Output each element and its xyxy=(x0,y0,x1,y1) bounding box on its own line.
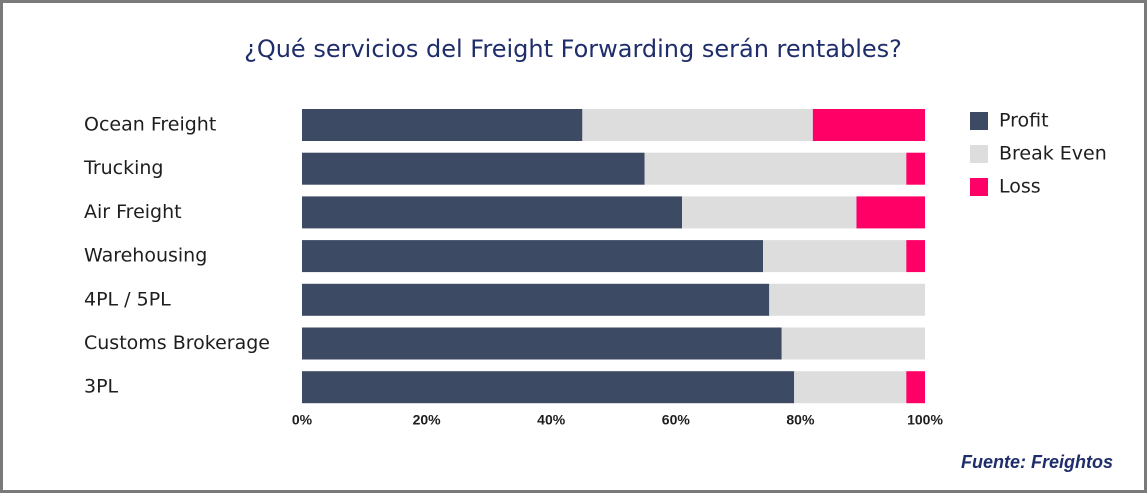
x-tick-label: 60% xyxy=(662,412,691,428)
bar-segment xyxy=(644,152,907,185)
x-tick-label: 0% xyxy=(292,412,313,428)
category-label: 3PL xyxy=(84,376,119,398)
bar-segment xyxy=(906,240,925,273)
legend-label: Profit xyxy=(999,110,1049,132)
bar-segment xyxy=(781,327,925,360)
x-tick-label: 20% xyxy=(413,412,442,428)
bar-segment xyxy=(682,196,857,229)
bar-segment xyxy=(582,109,813,141)
bar-segment xyxy=(856,196,925,229)
bar-segment xyxy=(302,152,645,185)
bar-segment xyxy=(906,371,925,404)
bar-segment xyxy=(302,196,683,229)
bar-segment xyxy=(763,240,907,273)
x-tick-label: 100% xyxy=(907,412,943,428)
category-label: Trucking xyxy=(83,157,164,179)
x-tick-label: 40% xyxy=(537,412,566,428)
bar-segment xyxy=(302,327,782,360)
bar-segment xyxy=(302,371,795,404)
legend-swatch xyxy=(970,145,988,163)
category-label: Air Freight xyxy=(84,201,182,223)
category-label: Customs Brokerage xyxy=(84,332,270,354)
bar-segment xyxy=(302,240,764,273)
bar-segment xyxy=(906,152,925,185)
legend-label: Break Even xyxy=(999,143,1107,165)
bar-segment xyxy=(812,109,925,141)
legend-swatch xyxy=(970,112,988,130)
source-note: Fuente: Freightos xyxy=(961,452,1113,472)
chart-title: ¿Qué servicios del Freight Forwarding se… xyxy=(244,35,902,63)
bar-segment xyxy=(302,283,770,316)
bar-segment xyxy=(794,371,907,404)
category-label: Ocean Freight xyxy=(84,114,216,136)
category-label: 4PL / 5PL xyxy=(84,288,171,310)
x-tick-label: 80% xyxy=(786,412,815,428)
bar-segment xyxy=(302,109,583,141)
bar-segment xyxy=(769,283,925,316)
legend-label: Loss xyxy=(999,176,1041,198)
category-label: Warehousing xyxy=(84,245,207,267)
legend-swatch xyxy=(970,178,988,196)
